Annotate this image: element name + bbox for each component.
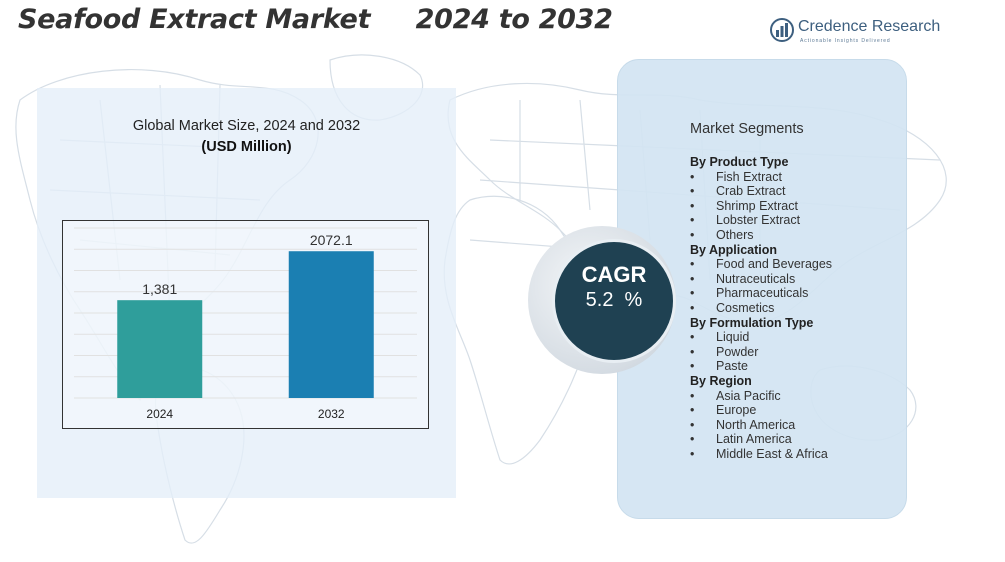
bullet-icon: • — [690, 388, 695, 403]
segment-item: • North America — [690, 418, 832, 433]
segment-item: • Nutraceuticals — [690, 272, 832, 287]
bullet-icon: • — [690, 169, 695, 184]
bullet-icon: • — [690, 286, 695, 301]
segment-item: • Lobster Extract — [690, 213, 832, 228]
segment-item: • Others — [690, 228, 832, 243]
segment-heading: By Application — [690, 242, 778, 257]
segment-item-label: Asia Pacific — [716, 388, 781, 403]
cagr-label: CAGR — [581, 262, 647, 287]
segment-item-label: Liquid — [716, 330, 750, 345]
bullet-icon: • — [690, 403, 695, 418]
bullet-icon: • — [690, 213, 695, 228]
segment-item: • Pharmaceuticals — [690, 286, 832, 301]
segment-item: • Powder — [690, 345, 832, 360]
segment-item: • Liquid — [690, 330, 832, 345]
segment-item: • Europe — [690, 403, 832, 418]
segment-item: • Fish Extract — [690, 170, 832, 185]
segment-item-label: Pharmaceuticals — [716, 286, 809, 301]
brand-tagline: Actionable Insights Delivered — [800, 38, 891, 44]
segment-item-label: Lobster Extract — [716, 213, 801, 228]
market-size-panel: Global Market Size, 2024 and 2032 (USD M… — [37, 88, 456, 498]
cagr-value: 5.2 % — [585, 289, 643, 311]
bullet-icon: • — [690, 257, 695, 272]
bullet-icon: • — [690, 446, 695, 461]
segment-item-label: Cosmetics — [716, 300, 775, 315]
segment-item: • Food and Beverages — [690, 257, 832, 272]
chart-title: Global Market Size, 2024 and 2032 — [132, 118, 361, 134]
bar-chart-logo-icon — [770, 18, 794, 42]
segment-item-label: North America — [716, 417, 796, 432]
segment-item-label: Nutraceuticals — [716, 271, 796, 286]
segment-item-label: Others — [716, 227, 754, 242]
brand-name: Credence Research — [798, 18, 941, 35]
segment-item-label: Crab Extract — [716, 184, 786, 199]
bullet-icon: • — [690, 198, 695, 213]
segment-item: • Middle East & Africa — [690, 447, 832, 462]
bullet-icon: • — [690, 184, 695, 199]
segment-item-label: Europe — [716, 403, 757, 418]
market-size-bar-chart: 1,381 2024 2072.1 2032 — [62, 220, 429, 429]
segments-title: Market Segments — [690, 121, 804, 137]
segment-item: • Paste — [690, 359, 832, 374]
segment-item-label: Fish Extract — [716, 169, 782, 184]
x-tick-label: 2024 — [146, 407, 173, 421]
segment-item-label: Powder — [716, 344, 759, 359]
segment-item: • Asia Pacific — [690, 389, 832, 404]
bar-2032 — [288, 251, 374, 398]
bullet-icon: • — [690, 227, 695, 242]
segment-item: • Crab Extract — [690, 184, 832, 199]
segment-heading: By Product Type — [690, 155, 789, 169]
bar-value-label: 1,381 — [142, 281, 177, 297]
bullet-icon: • — [690, 359, 695, 374]
bar-value-label: 2072.1 — [310, 232, 353, 248]
cagr-badge — [552, 239, 676, 363]
bullet-icon: • — [690, 432, 695, 447]
segment-item-label: Shrimp Extract — [716, 198, 798, 213]
segment-item: • Cosmetics — [690, 301, 832, 316]
bullet-icon: • — [690, 300, 695, 315]
x-tick-label: 2032 — [318, 407, 345, 421]
segment-item: • Shrimp Extract — [690, 199, 832, 214]
bullet-icon: • — [690, 344, 695, 359]
bar-2024 — [117, 300, 203, 398]
chart-subtitle: (USD Million) — [201, 139, 292, 155]
segment-item-label: Food and Beverages — [716, 257, 833, 272]
segment-heading: By Formulation Type — [690, 315, 814, 330]
bullet-icon: • — [690, 330, 695, 345]
brand-logo: Credence Research Actionable Insights De… — [770, 14, 990, 46]
segment-heading: By Region — [690, 373, 752, 388]
segment-item-label: Paste — [716, 359, 748, 374]
segment-item-label: Middle East & Africa — [716, 446, 828, 461]
segments-list: By Product Type • Fish Extract • Crab Extrac… — [690, 155, 832, 461]
segment-item-label: Latin America — [716, 432, 792, 447]
segment-item: • Latin America — [690, 432, 832, 447]
bullet-icon: • — [690, 271, 695, 286]
bullet-icon: • — [690, 417, 695, 432]
page-title: Seafood Extract Market 2024 to 2032 — [18, 4, 613, 35]
